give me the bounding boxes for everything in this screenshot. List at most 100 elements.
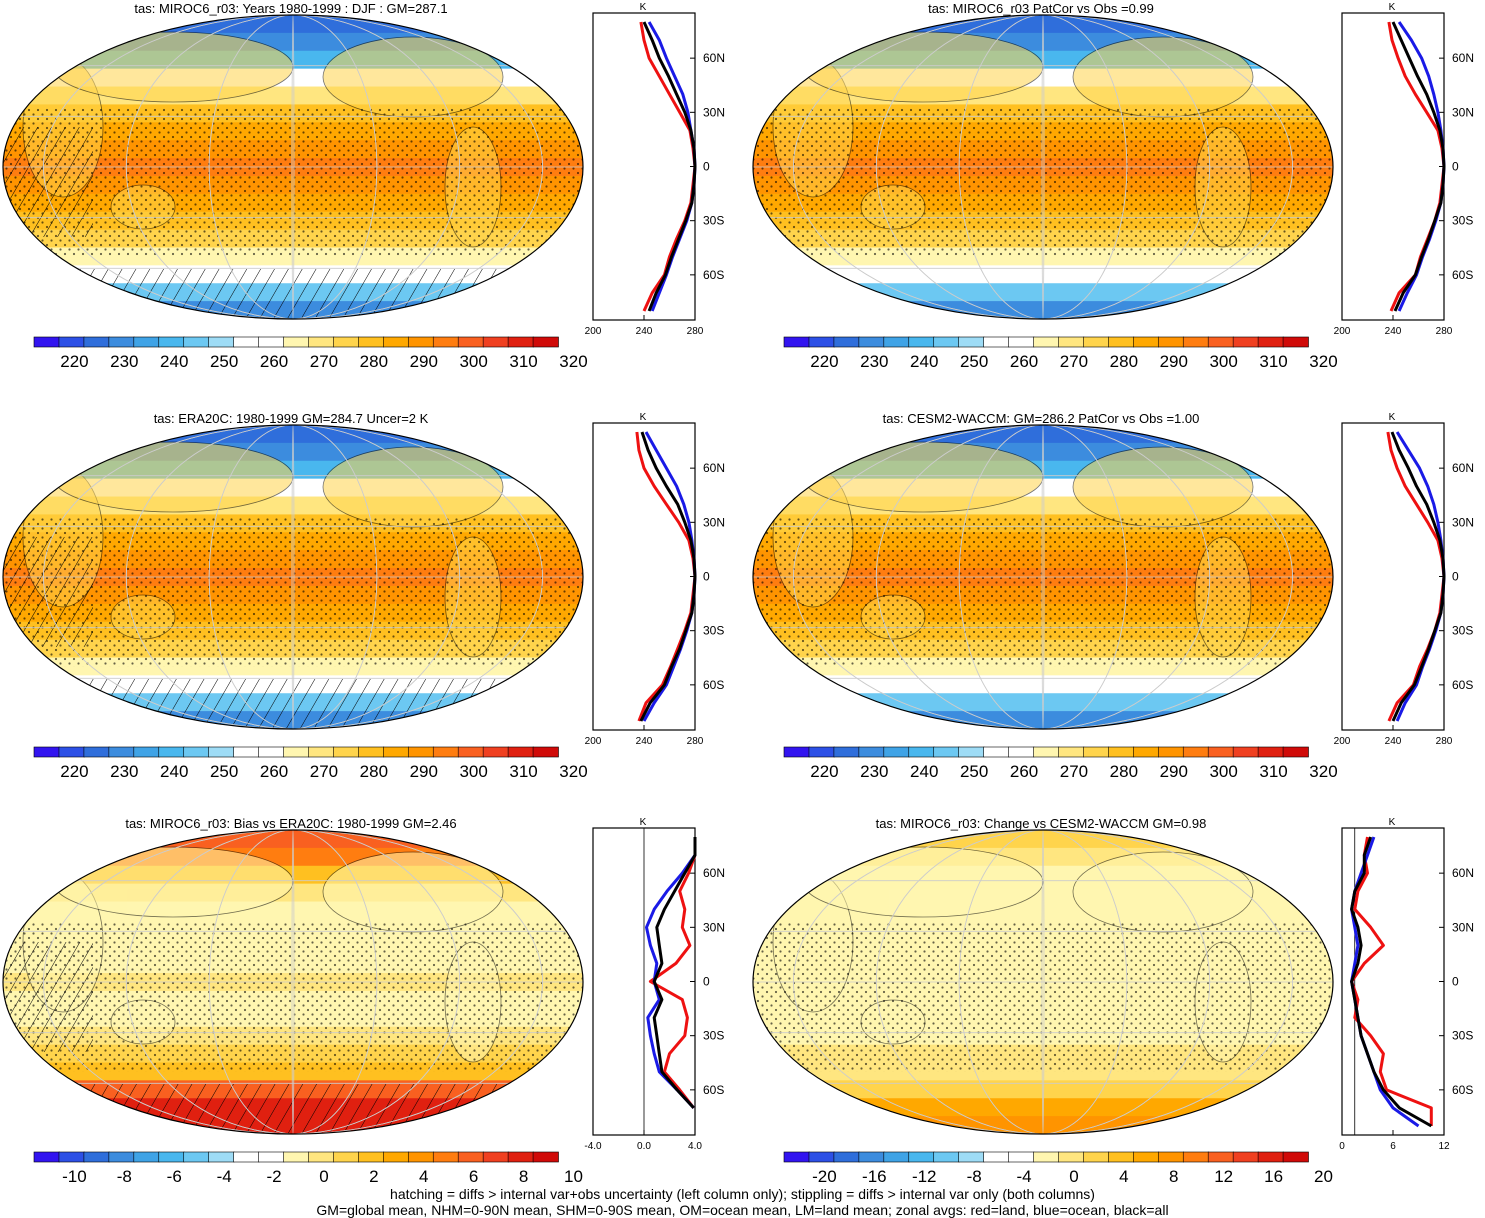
colorbar-box bbox=[1157, 336, 1185, 348]
colorbar-box bbox=[383, 336, 410, 348]
colorbar-box bbox=[507, 1151, 534, 1163]
zonal-unit: K bbox=[640, 2, 647, 13]
colorbar-box bbox=[507, 336, 534, 348]
hatching bbox=[3, 679, 583, 729]
zonal-lat-label: 30N bbox=[1452, 515, 1474, 529]
zonal-lat-label: 0 bbox=[703, 160, 710, 174]
colorbar-box bbox=[383, 1151, 410, 1163]
colorbar-label: 230 bbox=[860, 352, 888, 371]
colorbar: 220 230 240 250 260 270 280 290 300 310 320 bbox=[783, 336, 1338, 371]
colorbar-box bbox=[233, 336, 260, 348]
colorbar-box bbox=[183, 746, 210, 758]
hatching bbox=[3, 127, 93, 237]
graticule-lon bbox=[793, 425, 1293, 729]
zonal-lat-label: 60S bbox=[1452, 678, 1473, 692]
graticule-lon bbox=[793, 15, 1293, 319]
zonal-xtick-label: 240 bbox=[636, 736, 653, 747]
colorbar-label: 4 bbox=[419, 1167, 428, 1186]
map-band bbox=[753, 301, 1333, 319]
colorbar-box bbox=[1257, 336, 1284, 348]
colorbar-label: 280 bbox=[1110, 762, 1138, 781]
graticule-lon bbox=[958, 15, 1128, 319]
zonal-lat-label: 0 bbox=[1452, 570, 1459, 584]
zonal-line-all bbox=[652, 837, 697, 1109]
continent-shape bbox=[52, 441, 294, 513]
colorbar-box bbox=[33, 746, 60, 758]
colorbar-label: 300 bbox=[459, 762, 487, 781]
zonal-lat-label: 30S bbox=[703, 1029, 724, 1043]
colorbar-label: 300 bbox=[1209, 762, 1237, 781]
zonal-xtick-label: 200 bbox=[585, 736, 602, 747]
colorbar: 220 230 240 250 260 270 280 290 300 310 320 bbox=[33, 746, 588, 781]
zonal-lat-label: 30S bbox=[1452, 624, 1473, 638]
graticule-lon bbox=[208, 15, 378, 319]
colorbar-box bbox=[58, 1151, 85, 1163]
zonal-lat-label: 60S bbox=[703, 268, 724, 282]
colorbar-label: 310 bbox=[509, 762, 537, 781]
zonal-line-land bbox=[648, 837, 697, 1109]
colorbar-label: 240 bbox=[160, 352, 188, 371]
panel-title: tas: MIROC6_r03: Bias vs ERA20C: 1980-19… bbox=[125, 816, 456, 831]
colorbar-box bbox=[58, 746, 85, 758]
colorbar-box bbox=[308, 746, 335, 758]
colorbar-label: 320 bbox=[559, 352, 587, 371]
colorbar-label: -20 bbox=[812, 1167, 837, 1186]
colorbar-box bbox=[1033, 336, 1060, 348]
map-border bbox=[752, 14, 1334, 320]
stippling bbox=[3, 517, 583, 667]
colorbar-box bbox=[108, 1151, 135, 1163]
colorbar-label: 16 bbox=[1264, 1167, 1283, 1186]
colorbar-label: -8 bbox=[967, 1167, 982, 1186]
colorbar-box bbox=[83, 336, 110, 348]
colorbar-box bbox=[407, 746, 435, 758]
colorbar-box bbox=[1108, 1151, 1135, 1163]
zonal-lat-label: 60S bbox=[703, 1083, 724, 1097]
colorbar-box bbox=[1207, 1151, 1234, 1163]
colorbar-box bbox=[33, 1151, 60, 1163]
zonal-xtick-label: 200 bbox=[1334, 326, 1351, 337]
colorbar-label: 240 bbox=[910, 352, 938, 371]
colorbar-box bbox=[133, 1151, 160, 1163]
colorbar-label: 220 bbox=[810, 762, 838, 781]
colorbar-box bbox=[457, 336, 484, 348]
colorbar-box bbox=[908, 746, 935, 758]
map-band bbox=[753, 830, 1333, 849]
colorbar-label: 260 bbox=[1010, 762, 1038, 781]
map-band bbox=[753, 32, 1333, 52]
map-band bbox=[753, 442, 1333, 462]
zonal-frame bbox=[1341, 12, 1445, 321]
colorbar-label: 0 bbox=[1069, 1167, 1078, 1186]
zonal-unit: K bbox=[1389, 817, 1396, 828]
map-field bbox=[3, 425, 583, 729]
zonal-lat-label: 60S bbox=[1452, 268, 1473, 282]
map-border bbox=[2, 424, 584, 730]
colorbar-box bbox=[158, 746, 185, 758]
colorbar-label: 8 bbox=[1169, 1167, 1178, 1186]
colorbar-box bbox=[1033, 746, 1060, 758]
colorbar: -20 -16 -12 -8 -4 0 4 8 12 16 20 bbox=[783, 1151, 1333, 1186]
zonal-lat-label: 60N bbox=[1452, 51, 1474, 65]
hatching bbox=[3, 1084, 583, 1134]
zonal-lat-label: 60N bbox=[703, 461, 725, 475]
graticule-lon bbox=[958, 425, 1128, 729]
panel-6: tas: MIROC6_r03: Change vs CESM2-WACCM G… bbox=[752, 816, 1474, 1186]
zonal-lat-label: 30N bbox=[703, 105, 725, 119]
colorbar-box bbox=[233, 746, 260, 758]
colorbar-label: 290 bbox=[1160, 762, 1188, 781]
colorbar-box bbox=[1257, 1151, 1284, 1163]
map-band bbox=[3, 32, 583, 52]
map-field bbox=[3, 830, 583, 1134]
colorbar-label: 310 bbox=[1259, 352, 1287, 371]
colorbar-box bbox=[883, 746, 910, 758]
colorbar-box bbox=[1008, 336, 1035, 348]
colorbar-box bbox=[1207, 336, 1234, 348]
zonal-lat-label: 30N bbox=[703, 920, 725, 934]
colorbar-box bbox=[432, 746, 459, 758]
colorbar-box bbox=[482, 336, 509, 348]
colorbar-label: -10 bbox=[62, 1167, 87, 1186]
zonal-line-ocean bbox=[642, 431, 697, 722]
colorbar-label: 320 bbox=[1309, 352, 1337, 371]
colorbar-box bbox=[983, 746, 1010, 758]
colorbar-box bbox=[482, 1151, 509, 1163]
graticule-lon bbox=[125, 830, 461, 1134]
